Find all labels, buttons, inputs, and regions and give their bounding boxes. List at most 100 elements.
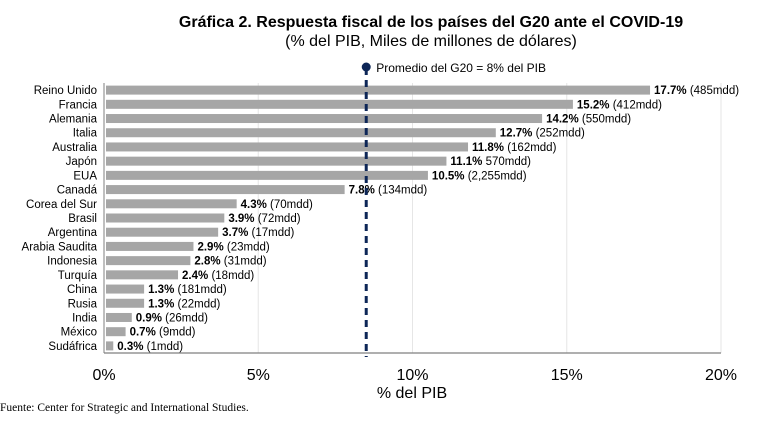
data-label-percent: 4.3%	[241, 199, 267, 211]
data-label: 1.3% (22mdd)	[148, 298, 220, 310]
data-label: 0.7% (9mdd)	[130, 327, 196, 339]
category-label: Japón	[66, 156, 97, 168]
category-label: Italia	[73, 128, 98, 140]
bar	[106, 128, 496, 138]
data-label-percent: 12.7%	[500, 128, 533, 140]
category-label: Turquía	[58, 270, 98, 282]
data-label: 11.8% (162mdd)	[472, 142, 557, 154]
category-label: Argentina	[48, 227, 98, 239]
category-label: Brasil	[68, 213, 97, 225]
data-label: 2.9% (23mdd)	[197, 241, 269, 253]
data-label: 12.7% (252mdd)	[500, 128, 585, 140]
bar	[106, 298, 145, 308]
bar	[106, 114, 543, 124]
data-label: 3.9% (72mdd)	[228, 213, 300, 225]
bar	[106, 284, 145, 294]
data-label-amount: (23mdd)	[224, 241, 270, 253]
data-label-percent: 0.7%	[130, 327, 156, 339]
data-label-percent: 11.1%	[450, 156, 482, 168]
bar	[106, 142, 469, 152]
data-label: 1.3% (181mdd)	[148, 284, 227, 296]
axes	[103, 83, 721, 354]
category-labels: Reino Unido Francia Alemania Italia Australi…	[22, 85, 98, 353]
x-tick-label: 5%	[247, 367, 270, 384]
x-tick-labels: 0% 5% 10% 15% 20%	[92, 367, 737, 384]
x-axis-label: % del PIB	[377, 385, 447, 400]
category-label: India	[72, 312, 98, 324]
bar	[106, 241, 194, 251]
bar	[106, 327, 126, 337]
data-label-percent: 15.2%	[577, 99, 610, 111]
data-label-percent: 3.9%	[228, 213, 254, 225]
category-label: Australia	[52, 142, 97, 154]
x-tick-label: 0%	[92, 367, 115, 384]
data-label-amount: (72mdd)	[255, 213, 301, 225]
data-label-amount: (181mdd)	[174, 284, 227, 296]
category-label: Indonesia	[47, 256, 97, 268]
chart-subtitle: (% del PIB, Miles de millones de dólares…	[285, 33, 577, 50]
data-label: 15.2% (412mdd)	[577, 99, 662, 111]
data-label-amount: (9mdd)	[156, 327, 196, 339]
data-label-amount: (412mdd)	[610, 99, 663, 111]
bar	[106, 213, 225, 223]
x-tick-label: 15%	[551, 367, 583, 384]
data-label-percent: 14.2%	[546, 114, 579, 126]
category-label: Sudáfrica	[48, 341, 97, 353]
data-label: 0.3% (1mdd)	[117, 341, 183, 353]
value-labels: 17.7% (485mdd) 15.2% (412mdd) 14.2% (550md…	[117, 85, 739, 353]
data-label: 11.1% 570mdd)	[450, 156, 531, 168]
bar-chart: Reino Unido Francia Alemania Italia Australi…	[22, 61, 740, 400]
reference-line-group: Promedio del G20 = 8% del PIB	[361, 61, 546, 357]
category-label: EUA	[73, 170, 97, 182]
data-label-percent: 1.3%	[148, 284, 174, 296]
data-label: 2.8% (31mdd)	[194, 256, 266, 268]
data-label: 14.2% (550mdd)	[546, 114, 631, 126]
bar	[106, 312, 132, 322]
bar	[106, 341, 114, 351]
data-label-percent: 1.3%	[148, 298, 174, 310]
category-label: Reino Unido	[34, 85, 97, 97]
category-label: Francia	[59, 99, 98, 111]
data-label-amount: (252mdd)	[532, 128, 585, 140]
data-label-amount: (70mdd)	[267, 199, 313, 211]
data-label-amount: (17mdd)	[248, 227, 294, 239]
data-label-percent: 11.8%	[472, 142, 504, 154]
category-label: Corea del Sur	[26, 199, 97, 211]
data-label-percent: 7.8%	[349, 185, 375, 197]
data-label: 2.4% (18mdd)	[182, 270, 254, 282]
data-label-amount: (1mdd)	[143, 341, 183, 353]
reference-line-label: Promedio del G20 = 8% del PIB	[376, 61, 546, 75]
data-label-amount: (2,255mdd)	[465, 170, 527, 182]
bar	[106, 256, 191, 266]
source-note: Fuente: Center for Strategic and Interna…	[0, 402, 249, 414]
bar	[106, 85, 651, 95]
bar	[106, 270, 179, 280]
data-label-amount: (550mdd)	[579, 114, 632, 126]
data-label-percent: 0.3%	[117, 341, 143, 353]
data-label-amount: 570mdd)	[482, 156, 531, 168]
data-label-percent: 2.8%	[194, 256, 220, 268]
data-label: 4.3% (70mdd)	[241, 199, 313, 211]
data-label: 3.7% (17mdd)	[222, 227, 294, 239]
bar	[106, 156, 447, 166]
category-label: Rusia	[68, 298, 98, 310]
bar	[106, 199, 237, 209]
data-label-amount: (18mdd)	[208, 270, 254, 282]
data-label-amount: (31mdd)	[221, 256, 267, 268]
data-label-percent: 3.7%	[222, 227, 248, 239]
data-label-amount: (26mdd)	[162, 312, 208, 324]
data-label-amount: (134mdd)	[375, 185, 428, 197]
gridlines	[257, 83, 722, 353]
data-label: 10.5% (2,255mdd)	[432, 170, 527, 182]
x-tick-label: 10%	[396, 367, 428, 384]
data-label-percent: 2.9%	[197, 241, 223, 253]
data-label: 7.8% (134mdd)	[349, 185, 428, 197]
bar	[106, 99, 573, 109]
data-label-percent: 10.5%	[432, 170, 465, 182]
bar	[106, 170, 428, 180]
data-label-percent: 17.7%	[654, 85, 687, 97]
x-tick-label: 20%	[705, 367, 737, 384]
data-label-amount: (22mdd)	[174, 298, 220, 310]
chart-title: Gráfica 2. Respuesta fiscal de los paíse…	[178, 14, 684, 31]
bar	[106, 227, 219, 237]
